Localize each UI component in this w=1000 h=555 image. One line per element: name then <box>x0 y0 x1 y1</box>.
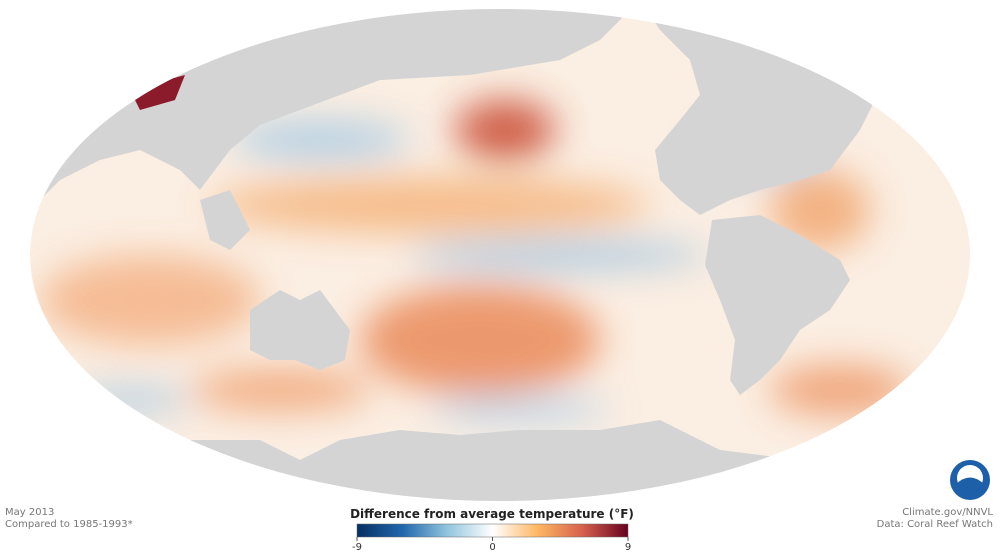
tick-label: -9 <box>352 542 362 553</box>
tick-label: 9 <box>625 542 631 553</box>
baseline: Compared to 1985-1993* <box>5 519 133 530</box>
color-bar <box>356 523 629 538</box>
date: May 2013 <box>5 507 54 518</box>
tick-label: 0 <box>489 542 495 553</box>
site-credit: Climate.gov/NNVL <box>902 507 993 518</box>
legend-title: Difference from average temperature (°F) <box>350 507 634 521</box>
noaa-logo <box>950 460 990 500</box>
data-credit: Data: Coral Reef Watch <box>877 519 993 530</box>
